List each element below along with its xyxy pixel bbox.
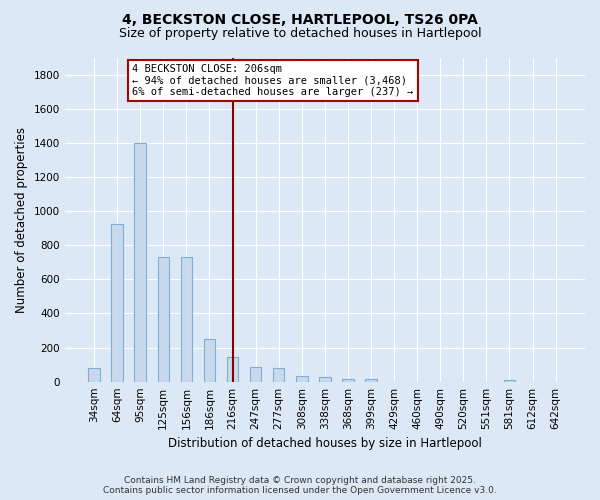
Y-axis label: Number of detached properties: Number of detached properties — [15, 126, 28, 312]
Bar — [227, 357, 238, 382]
Text: 4, BECKSTON CLOSE, HARTLEPOOL, TS26 0PA: 4, BECKSTON CLOSE, HARTLEPOOL, TS26 0PA — [122, 12, 478, 26]
Bar — [250, 367, 262, 382]
Bar — [181, 257, 192, 382]
Bar — [273, 368, 284, 382]
Bar — [134, 143, 146, 382]
X-axis label: Distribution of detached houses by size in Hartlepool: Distribution of detached houses by size … — [168, 437, 482, 450]
Bar — [112, 224, 123, 382]
Bar — [203, 340, 215, 382]
Bar — [319, 376, 331, 382]
Text: Size of property relative to detached houses in Hartlepool: Size of property relative to detached ho… — [119, 28, 481, 40]
Bar — [158, 257, 169, 382]
Text: Contains HM Land Registry data © Crown copyright and database right 2025.
Contai: Contains HM Land Registry data © Crown c… — [103, 476, 497, 495]
Bar — [503, 380, 515, 382]
Bar — [342, 379, 353, 382]
Text: 4 BECKSTON CLOSE: 206sqm
← 94% of detached houses are smaller (3,468)
6% of semi: 4 BECKSTON CLOSE: 206sqm ← 94% of detach… — [133, 64, 413, 97]
Bar — [88, 368, 100, 382]
Bar — [296, 376, 308, 382]
Bar — [365, 379, 377, 382]
